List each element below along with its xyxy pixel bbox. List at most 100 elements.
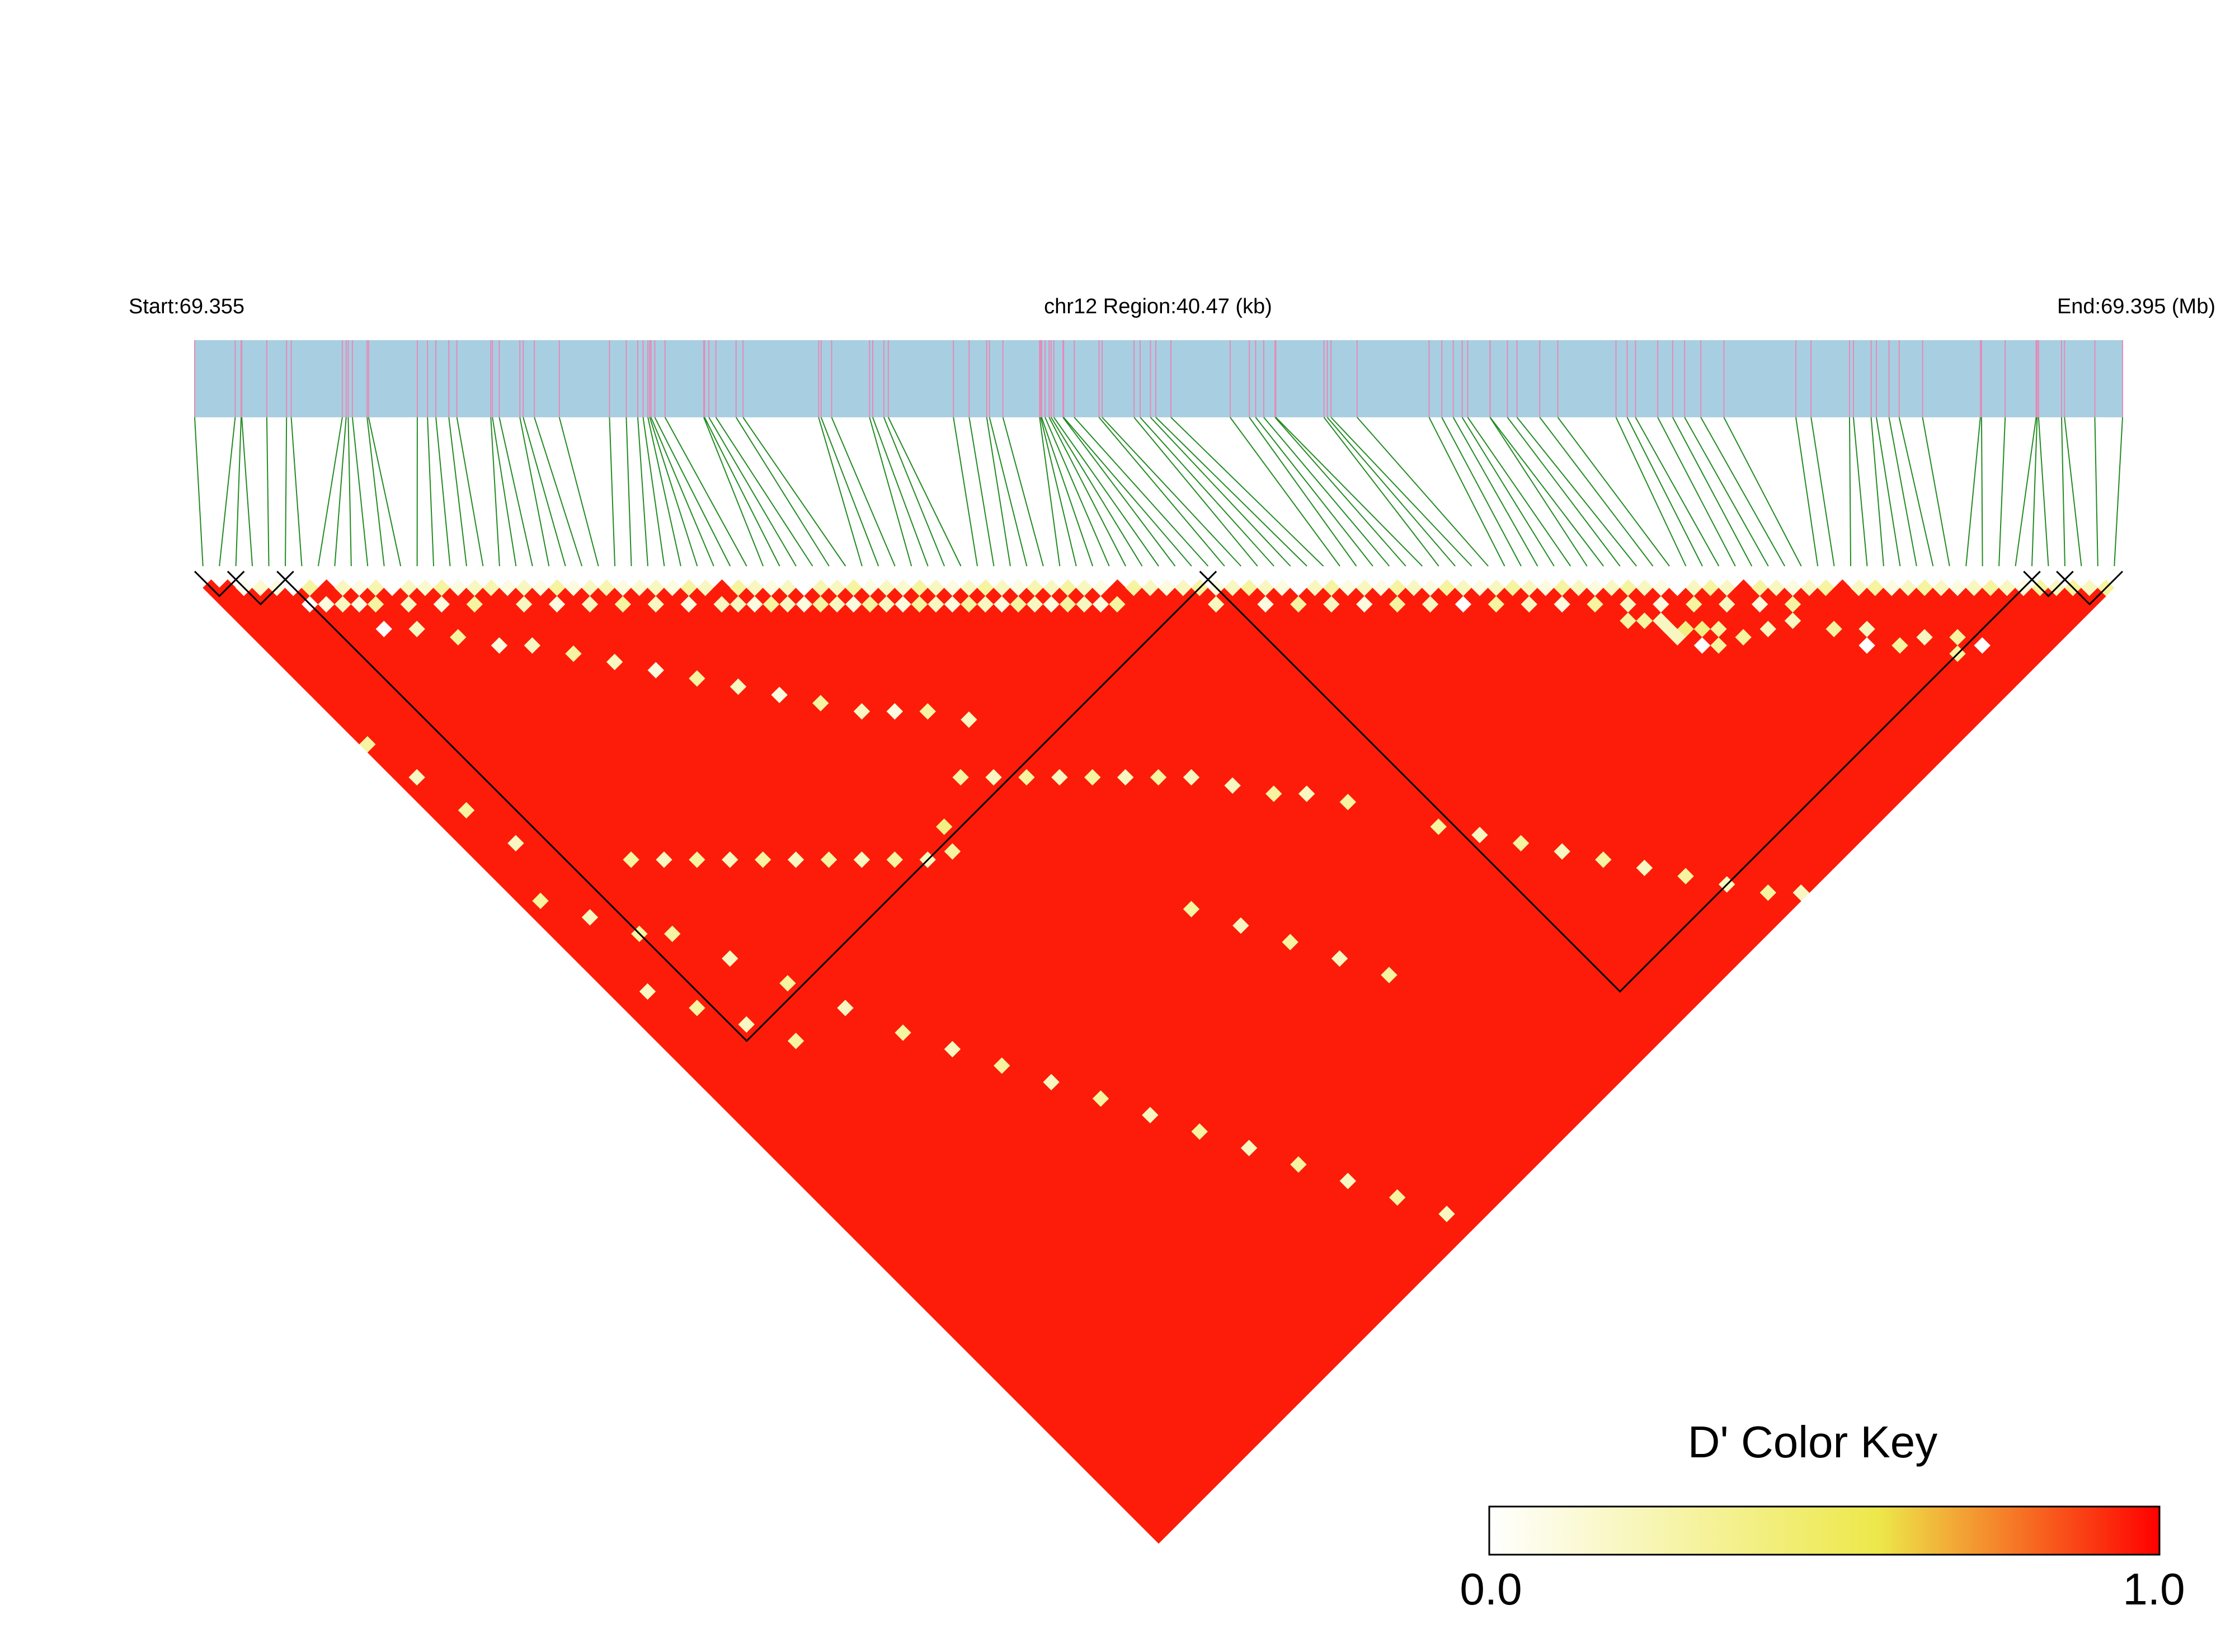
snp-connector [1053, 417, 1159, 567]
snp-connector [1062, 417, 1176, 567]
snp-connector [448, 417, 467, 567]
snp-connector [953, 417, 978, 567]
snp-connector [235, 417, 242, 567]
snp-connector [368, 417, 402, 567]
snp-connector [1848, 417, 1852, 567]
snp-connector [435, 417, 451, 567]
snp-connector [968, 417, 995, 567]
snp-connector [2094, 417, 2098, 567]
snp-connector [735, 417, 830, 567]
snp-connector [558, 417, 599, 567]
snp-connector [194, 417, 204, 567]
snp-connector [1922, 417, 1950, 567]
snp-connector [1489, 417, 1605, 567]
snp-connector [1657, 417, 1736, 567]
snp-connector [1557, 417, 1670, 567]
snp-connector [664, 417, 747, 567]
snp-connector [625, 417, 632, 567]
snp-connector [1133, 417, 1258, 567]
snp-connector [1323, 417, 1439, 567]
snp-connector [2114, 417, 2123, 567]
snp-connector [637, 417, 648, 567]
snp-connector [1723, 417, 1802, 567]
ld-heatmap-cells [203, 579, 2115, 1544]
snp-connector [1041, 417, 1094, 567]
snp-connector [351, 417, 369, 567]
snp-connector [654, 417, 731, 567]
snp-connector [742, 417, 846, 567]
snp-connector [1230, 417, 1340, 567]
snp-connector [1626, 417, 1703, 567]
snp-connector [642, 417, 665, 567]
snp-connector [347, 417, 352, 567]
snp-connector [1635, 417, 1720, 567]
snp-connector [498, 417, 533, 567]
end-label: End:69.395 (Mb) [2057, 295, 2215, 318]
snp-connector [1852, 417, 1868, 567]
snp-connector [1888, 417, 1917, 567]
snp-connector [1795, 417, 1819, 567]
snp-connector [1039, 417, 1061, 567]
snp-connector [1170, 417, 1324, 567]
start-label: Start:69.355 [129, 295, 244, 318]
snp-connector [1275, 417, 1423, 567]
snp-connector [2031, 417, 2038, 567]
snp-connector [1040, 417, 1077, 567]
snp-connector [1700, 417, 1786, 567]
snp-connector [1516, 417, 1637, 567]
snp-connector [1998, 417, 2006, 567]
snp-connector [1274, 417, 1406, 567]
snp-connector [704, 417, 780, 567]
snp-connector [1050, 417, 1143, 567]
snp-connector [1672, 417, 1753, 567]
snp-connector [715, 417, 813, 567]
snp-connector [609, 417, 616, 567]
snp-connector [1467, 417, 1571, 567]
snp-connector [456, 417, 484, 567]
snp-connector [284, 417, 288, 567]
snp-connector [1357, 417, 1489, 567]
snp-connector [366, 417, 385, 567]
snp-connector [1539, 417, 1654, 567]
snp-connector [831, 417, 896, 567]
snp-connector [523, 417, 566, 567]
snp-connector [2060, 417, 2065, 567]
snp-connector [1615, 417, 1687, 567]
snp-connector [2015, 417, 2037, 567]
region-label: chr12 Region:40.47 (kb) [1044, 295, 1272, 318]
snp-connector [219, 417, 236, 567]
snp-connector [708, 417, 797, 567]
snp-connector [1441, 417, 1522, 567]
snp-connector [334, 417, 347, 567]
snp-connector [1255, 417, 1373, 567]
gene-track [195, 340, 2123, 417]
snp-connector [1263, 417, 1390, 567]
snp-connector [266, 417, 270, 567]
snp-connector [2064, 417, 2082, 567]
snp-connector [2038, 417, 2049, 567]
snp-connector [1452, 417, 1538, 567]
snp-connector [317, 417, 343, 567]
region-header: Start:69.355 chr12 Region:40.47 (kb) End… [129, 295, 2215, 318]
snp-connector [290, 417, 303, 567]
snp-connector [872, 417, 929, 567]
snp-connector [1150, 417, 1291, 567]
snp-connector [1876, 417, 1901, 567]
snp-connector [1810, 417, 1835, 567]
snp-connector [1048, 417, 1126, 567]
snp-connector [883, 417, 945, 567]
snp-connector [887, 417, 962, 567]
snp-connector [1249, 417, 1357, 567]
snp-connector [703, 417, 764, 567]
snp-connector [649, 417, 698, 567]
snp-connector [490, 417, 500, 567]
snp-connector [1002, 417, 1044, 567]
snp-connector [1326, 417, 1456, 567]
snp-connector [869, 417, 912, 567]
snp-connector [534, 417, 583, 567]
snp-connector [1898, 417, 1934, 567]
snp-connector [492, 417, 517, 567]
snp-connector [1461, 417, 1555, 567]
snp-connector [1102, 417, 1241, 567]
